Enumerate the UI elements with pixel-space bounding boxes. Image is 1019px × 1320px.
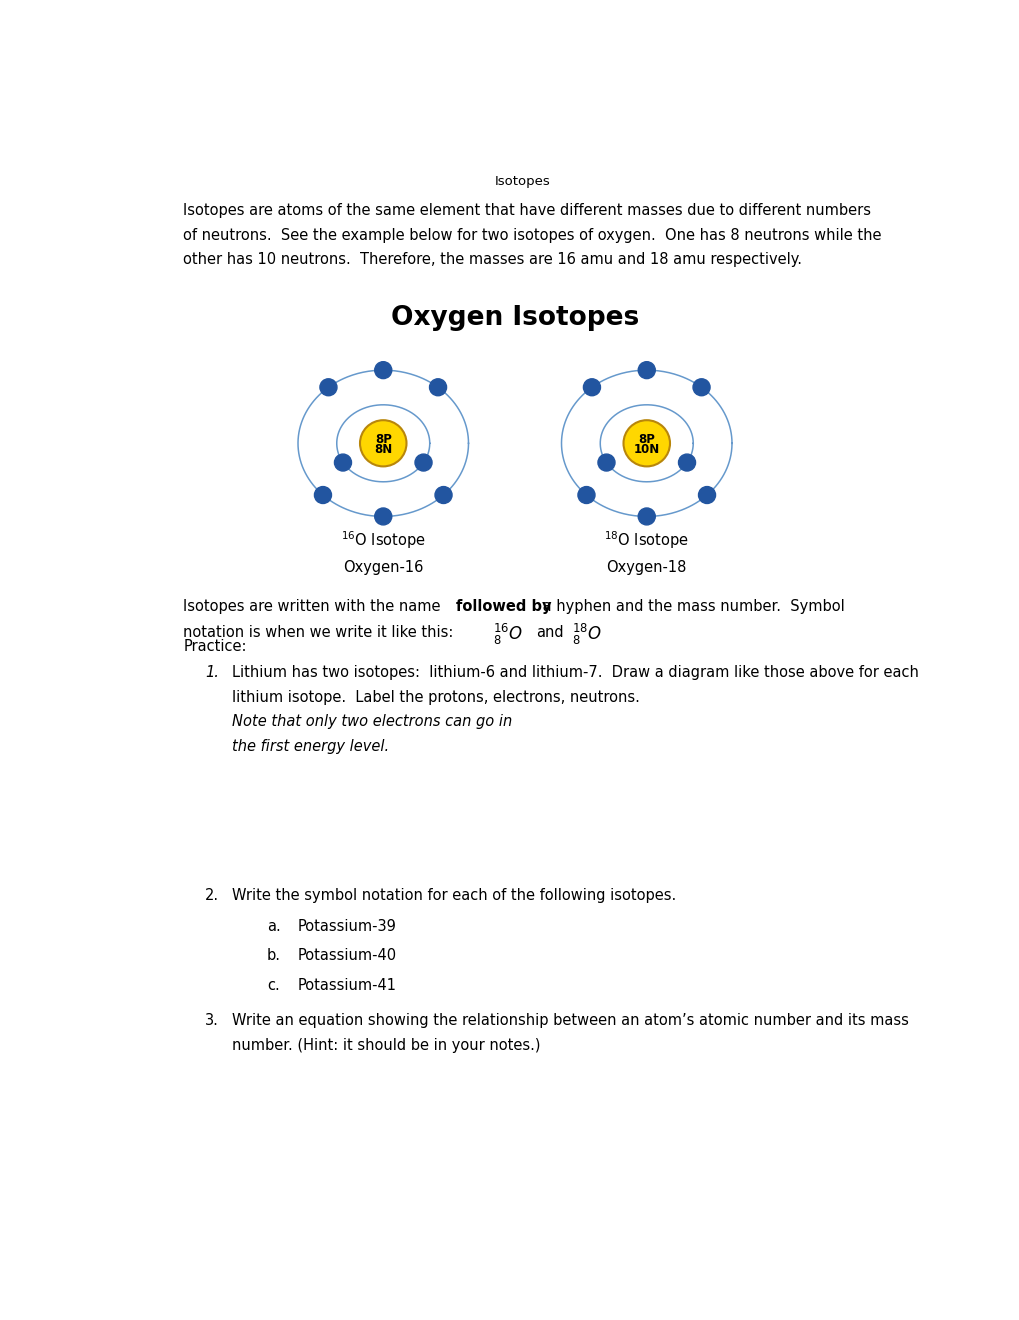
Circle shape — [434, 487, 451, 503]
Text: notation is when we write it like this:: notation is when we write it like this: — [183, 626, 463, 640]
Text: $\mathregular{^{18}_{8}}$$\mathit{O}$: $\mathregular{^{18}_{8}}$$\mathit{O}$ — [572, 622, 601, 647]
Circle shape — [415, 454, 432, 471]
Text: $\mathregular{^{16}_{8}}$$\mathit{O}$: $\mathregular{^{16}_{8}}$$\mathit{O}$ — [493, 622, 523, 647]
Text: Potassium-40: Potassium-40 — [298, 948, 396, 964]
Text: Oxygen-18: Oxygen-18 — [606, 561, 686, 576]
Text: Note that only two electrons can go in: Note that only two electrons can go in — [232, 714, 512, 730]
Circle shape — [583, 379, 600, 396]
Text: Oxygen-16: Oxygen-16 — [342, 561, 423, 576]
Circle shape — [374, 362, 391, 379]
Text: 8P: 8P — [374, 433, 391, 446]
Text: number. (Hint: it should be in your notes.): number. (Hint: it should be in your note… — [232, 1038, 540, 1053]
Text: 2.: 2. — [205, 888, 219, 903]
Text: $^{18}$O Isotope: $^{18}$O Isotope — [603, 529, 689, 552]
Circle shape — [578, 487, 594, 503]
Circle shape — [698, 487, 715, 503]
Text: Potassium-41: Potassium-41 — [298, 978, 396, 993]
Circle shape — [334, 454, 352, 471]
Text: 8P: 8P — [638, 433, 654, 446]
Circle shape — [638, 508, 654, 525]
Text: Oxygen Isotopes: Oxygen Isotopes — [390, 305, 639, 331]
Circle shape — [678, 454, 695, 471]
Text: a.: a. — [267, 919, 280, 935]
Text: of neutrons.  See the example below for two isotopes of oxygen.  One has 8 neutr: of neutrons. See the example below for t… — [183, 228, 881, 243]
Text: 3.: 3. — [205, 1014, 219, 1028]
Text: b.: b. — [267, 948, 280, 964]
Text: Write an equation showing the relationship between an atom’s atomic number and i: Write an equation showing the relationsh… — [232, 1014, 908, 1028]
Text: Lithium has two isotopes:  lithium-6 and lithium-7.  Draw a diagram like those a: Lithium has two isotopes: lithium-6 and … — [232, 665, 918, 680]
Text: Isotopes are written with the name: Isotopes are written with the name — [183, 599, 445, 614]
Text: and: and — [535, 626, 564, 640]
Text: $^{16}$O Isotope: $^{16}$O Isotope — [340, 529, 425, 552]
Circle shape — [623, 420, 669, 466]
Text: the first energy level.: the first energy level. — [232, 739, 389, 754]
Text: Write the symbol notation for each of the following isotopes.: Write the symbol notation for each of th… — [232, 888, 676, 903]
Circle shape — [597, 454, 614, 471]
Text: Isotopes are atoms of the same element that have different masses due to differe: Isotopes are atoms of the same element t… — [183, 203, 870, 218]
Circle shape — [314, 487, 331, 503]
Text: c.: c. — [267, 978, 279, 993]
Text: other has 10 neutrons.  Therefore, the masses are 16 amu and 18 amu respectively: other has 10 neutrons. Therefore, the ma… — [183, 252, 802, 268]
Text: 1.: 1. — [205, 665, 219, 680]
Circle shape — [360, 420, 407, 466]
Text: Isotopes: Isotopes — [494, 176, 550, 189]
Text: lithium isotope.  Label the protons, electrons, neutrons.: lithium isotope. Label the protons, elec… — [232, 689, 644, 705]
Text: Practice:: Practice: — [183, 639, 247, 653]
Text: 10N: 10N — [633, 442, 659, 455]
Text: followed by: followed by — [455, 599, 551, 614]
Circle shape — [692, 379, 709, 396]
Text: a hyphen and the mass number.  Symbol: a hyphen and the mass number. Symbol — [538, 599, 844, 614]
Text: Potassium-39: Potassium-39 — [298, 919, 396, 935]
Circle shape — [374, 508, 391, 525]
Circle shape — [429, 379, 446, 396]
Circle shape — [638, 362, 654, 379]
Text: 8N: 8N — [374, 442, 392, 455]
Circle shape — [320, 379, 336, 396]
